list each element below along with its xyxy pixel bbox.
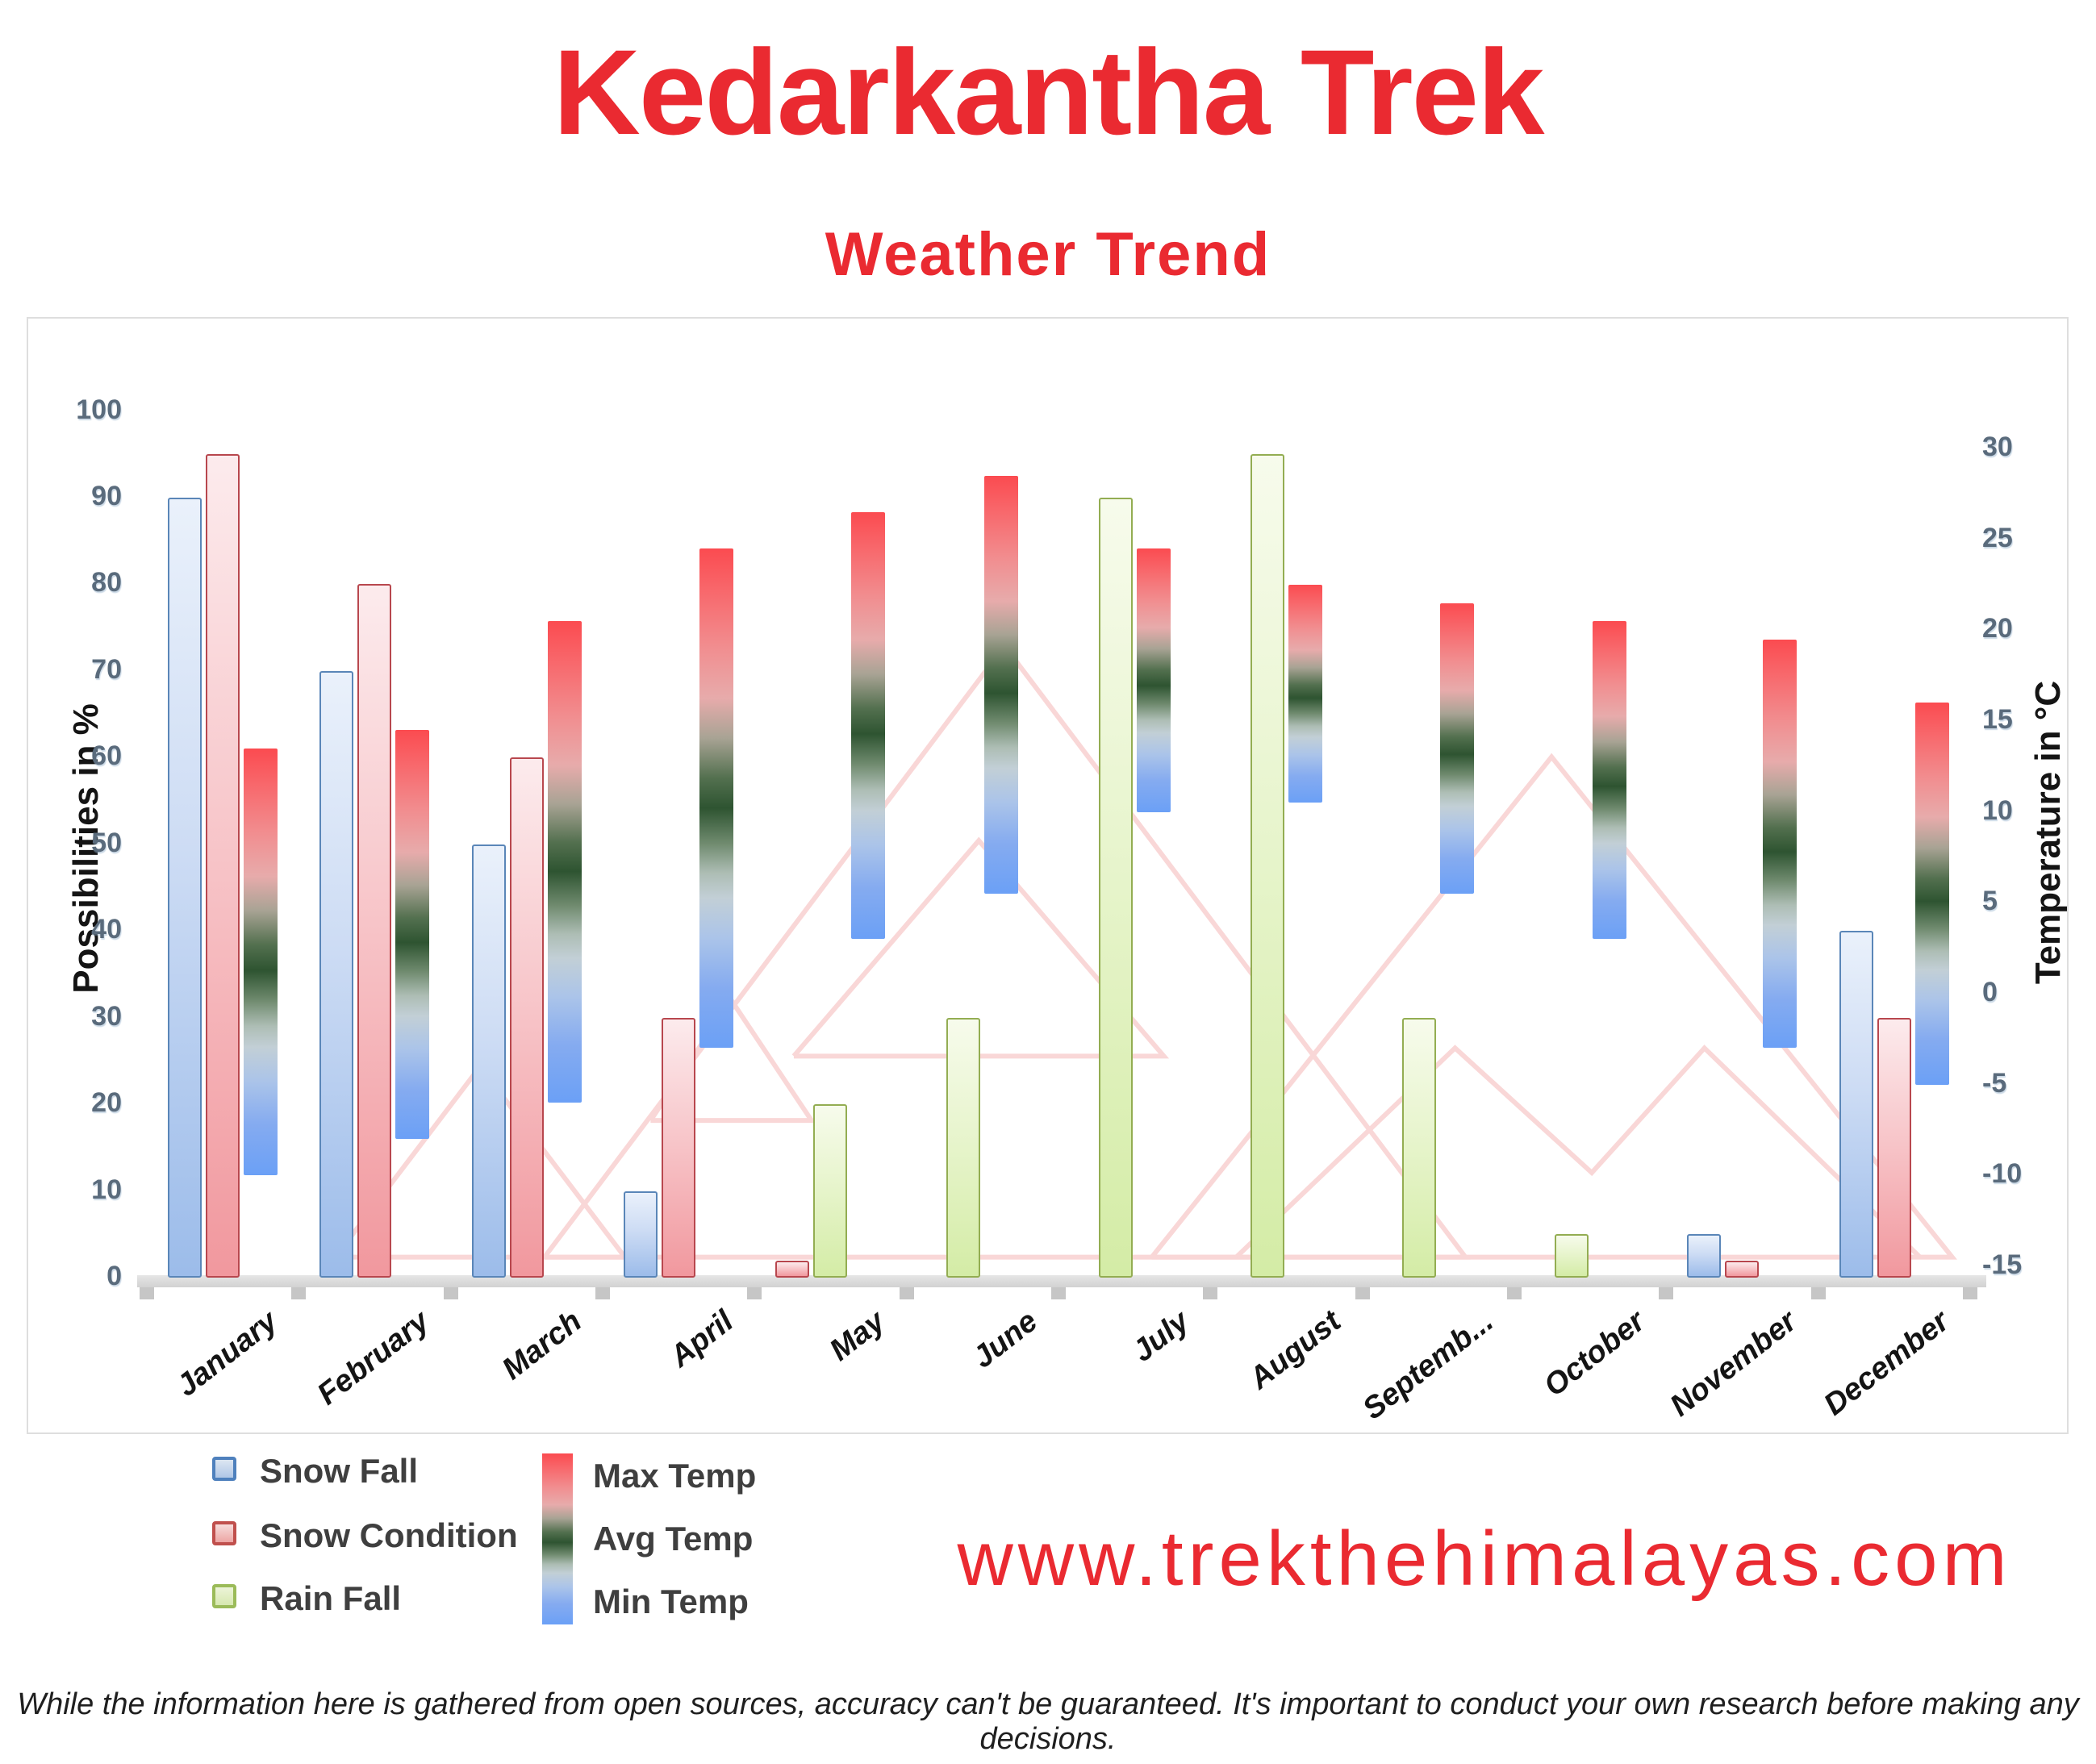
x-axis-tick-12 <box>1962 1287 1977 1299</box>
bar-temp-range-march <box>547 621 582 1103</box>
x-axis-tick-6 <box>1050 1287 1066 1299</box>
right-tick-5: 5 <box>1982 886 1998 917</box>
bar-snow-condition-december <box>1877 1017 1911 1278</box>
bar-snow-fall-december <box>1839 931 1873 1278</box>
right-tick-30: 30 <box>1982 432 2013 462</box>
bar-temp-range-october <box>1592 621 1626 940</box>
left-tick-100: 100 <box>76 394 122 425</box>
x-axis-tick-11 <box>1810 1287 1826 1299</box>
bar-snow-condition-may <box>775 1260 810 1278</box>
bar-temp-range-november <box>1763 639 1797 1049</box>
right-tick--5: -5 <box>1982 1067 2007 1099</box>
bar-temp-range-june <box>984 475 1019 894</box>
page-title: Kedarkantha Trek <box>553 24 1545 160</box>
left-tick-50: 50 <box>91 827 122 858</box>
left-tick-20: 20 <box>91 1087 122 1119</box>
page-subtitle: Weather Trend <box>825 220 1271 289</box>
right-tick--15: -15 <box>1982 1249 2023 1280</box>
bar-temp-range-april <box>699 548 734 1049</box>
bar-rain-fall-may <box>813 1104 848 1278</box>
x-axis-tick-5 <box>899 1287 914 1299</box>
legend-label-avg-temp: Avg Temp <box>593 1520 754 1558</box>
bar-rain-fall-june <box>946 1017 981 1278</box>
left-tick-30: 30 <box>91 1000 122 1032</box>
bar-snow-fall-january <box>168 497 203 1278</box>
bar-temp-range-january <box>244 748 278 1176</box>
legend-label-snow-fall: Snow Fall <box>260 1452 419 1490</box>
x-axis-tick-2 <box>443 1287 458 1299</box>
legend-swatch-rain-fall <box>212 1584 236 1608</box>
x-axis-baseline <box>137 1275 1986 1287</box>
bar-temp-range-may <box>851 511 886 940</box>
chart-area: Possibilities in % Temperature in °C 0 10… <box>27 317 2069 1434</box>
bar-snow-fall-november <box>1687 1234 1722 1278</box>
bar-snow-condition-february <box>357 584 392 1278</box>
x-axis-tick-9 <box>1506 1287 1522 1299</box>
watermark-mountain-logo <box>333 641 1957 1260</box>
x-axis-tick-8 <box>1355 1287 1370 1299</box>
bar-snow-fall-february <box>319 670 354 1278</box>
bar-rain-fall-september <box>1402 1017 1437 1278</box>
website-link[interactable]: www.trekthehimalayas.com <box>957 1516 2012 1602</box>
legend-label-max-temp: Max Temp <box>593 1457 757 1495</box>
bar-temp-range-august <box>1288 584 1322 803</box>
right-tick-10: 10 <box>1982 794 2013 826</box>
bar-snow-condition-january <box>206 454 240 1278</box>
bar-snow-condition-march <box>509 757 544 1278</box>
x-axis-tick-4 <box>747 1287 762 1299</box>
bar-rain-fall-august <box>1250 454 1284 1278</box>
right-tick-20: 20 <box>1982 613 2013 644</box>
right-tick--10: -10 <box>1982 1158 2023 1190</box>
bar-temp-range-february <box>395 730 430 1140</box>
left-tick-10: 10 <box>91 1174 122 1205</box>
legend-label-snow-condition: Snow Condition <box>260 1516 518 1554</box>
bar-snow-fall-march <box>471 844 506 1278</box>
right-tick-0: 0 <box>1982 976 1998 1007</box>
bar-snow-condition-november <box>1725 1260 1760 1278</box>
bar-temp-range-september <box>1440 603 1475 894</box>
x-axis-tick-3 <box>595 1287 610 1299</box>
legend-swatch-snow-condition <box>212 1521 236 1545</box>
bar-snow-condition-april <box>662 1017 696 1278</box>
x-axis-tick-7 <box>1203 1287 1218 1299</box>
x-axis-tick-0 <box>140 1287 154 1299</box>
x-axis-tick-10 <box>1659 1287 1674 1299</box>
bar-temp-range-december <box>1914 703 1949 1085</box>
left-tick-40: 40 <box>91 914 122 945</box>
bar-snow-fall-april <box>624 1191 658 1278</box>
bar-rain-fall-july <box>1098 497 1133 1278</box>
x-axis-tick-1 <box>291 1287 307 1299</box>
left-tick-60: 60 <box>91 740 122 772</box>
bar-rain-fall-october <box>1554 1234 1589 1278</box>
right-tick-25: 25 <box>1982 522 2013 553</box>
legend-label-min-temp: Min Temp <box>593 1583 749 1620</box>
legend-label-rain-fall: Rain Fall <box>260 1579 402 1617</box>
right-tick-15: 15 <box>1982 703 2013 735</box>
left-tick-0: 0 <box>106 1261 122 1291</box>
bar-temp-range-july <box>1136 548 1171 812</box>
disclaimer-text: While the information here is gathered f… <box>17 1687 2079 1756</box>
legend-temp-gradient-bar <box>542 1453 573 1624</box>
left-tick-90: 90 <box>91 480 122 511</box>
left-tick-80: 80 <box>91 567 122 598</box>
legend-swatch-snow-fall <box>212 1457 236 1481</box>
left-tick-70: 70 <box>91 653 122 685</box>
